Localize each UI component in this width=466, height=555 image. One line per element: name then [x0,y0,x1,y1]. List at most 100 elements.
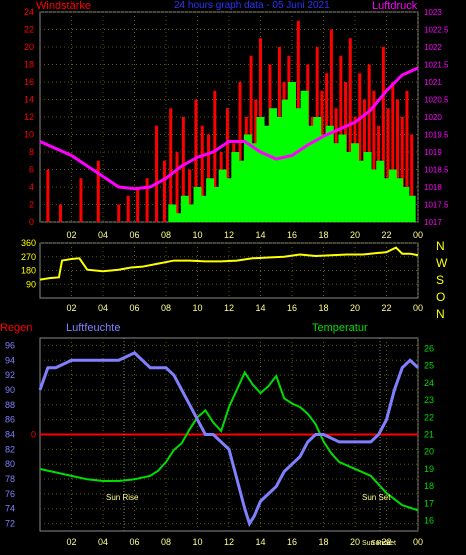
panel2-x-tick: 14 [255,303,265,313]
temperature-tick-label: 17 [424,498,434,508]
wind-average-bar [401,187,410,222]
panel2-x-tick: 08 [161,303,171,313]
direction-tick-label: 360 [21,238,36,248]
humidity-tick-label: 94 [5,355,15,365]
panel2-x-tick: 20 [350,303,360,313]
panel2-x-tick: 12 [224,303,234,313]
wind-tick-label: 4 [29,182,34,192]
wind-tick-label: 22 [24,25,34,35]
wind-gust-bar [169,108,173,222]
wind-average-bar [351,143,359,222]
panel1-x-tick: 00 [413,230,423,240]
wind-average-bar [369,169,378,222]
pressure-tick-label: 1022 [424,43,442,52]
humidity-temperature-panel: 72 74 76 78 80 82 84 86 88 90 92 94 96 16 17 18 19 20 21 2… [5,337,434,547]
pressure-tick-label: 1019.5 [424,131,449,140]
wind-tick-label: 2 [29,200,34,210]
wind-tick-label: 12 [24,112,34,122]
panel3-x-ticks: 02 04 06 08 10 12 14 16 18 20 22 00 [66,537,423,547]
wind-average-bar [319,134,328,222]
pressure-tick-label: 1021 [424,78,442,87]
panel1-x-tick: 06 [129,230,139,240]
wind-average-bar [376,160,385,222]
wind-gust-bar [386,108,390,222]
wind-tick-label: 24 [24,7,34,17]
temperature-tick-label: 22 [424,412,434,422]
wind-average-bar [275,117,284,222]
pressure-line [39,66,419,191]
wind-gust-bar [348,38,352,222]
panel3-left-ticks: 72 74 76 78 80 82 84 86 88 90 92 94 96 [5,340,15,528]
wind-average-bar [212,187,221,222]
panel1-x-tick: 20 [350,230,360,240]
temperature-tick-label: 26 [424,343,434,353]
wind-gust-bar [396,99,400,222]
panel1-x-tick: 12 [224,230,234,240]
panel2-x-tick: 04 [98,303,108,313]
wind-average-bar [231,152,240,222]
panel2-x-tick: 10 [192,303,202,313]
sunset-axis-label: Sun Set [371,540,396,547]
temperature-tick-label: 23 [424,395,434,405]
panel1-right-ticks: 1017 1017.5 1018 1018.5 1019 1019.5 1020 1020.5… [424,8,449,227]
wind-average-bar [269,108,278,222]
wind-average-bar [407,195,416,222]
wind-average-bar [288,82,296,222]
panel1-x-tick: 18 [318,230,328,240]
humidity-label: Luftfeuchte [66,322,120,334]
humidity-tick-label: 90 [5,385,15,395]
wind-average-bar [300,90,309,222]
wind-gust-bar [381,47,385,222]
panel1-x-tick: 04 [98,230,108,240]
panel2-x-tick: 18 [318,303,328,313]
pressure-tick-label: 1017 [424,218,442,227]
wind-gust-bar [46,169,50,222]
wind-average-bar [218,169,227,222]
wind-tick-label: 6 [29,165,34,175]
pressure-tick-label: 1019 [424,148,442,157]
wind-average-bar [206,178,215,222]
wind-tick-label: 14 [24,95,34,105]
panel2-x-tick: 00 [413,303,423,313]
panel2-x-tick: 16 [287,303,297,313]
wind-gust-bar [188,169,192,222]
compass-n-bottom: N [436,307,445,321]
pressure-tick-label: 1020 [424,113,442,122]
humidity-tick-label: 72 [5,519,15,529]
wind-tick-label: 10 [24,130,34,140]
sunset-label: Sun Set [362,493,391,502]
temperature-label: Temperatur [312,322,368,334]
wind-gust-bar [58,204,62,222]
wind-direction-panel: 90 180 270 360 02 04 06 08 10 12 14 16 18 20 22 00 [21,238,423,313]
humidity-tick-label: 96 [5,340,15,350]
wind-average-bar [357,160,366,222]
wind-average-bar [193,187,202,222]
compass-o: O [436,290,445,304]
pressure-tick-label: 1018 [424,183,442,192]
wind-tick-label: 8 [29,147,34,157]
panel3-x-tick: 02 [66,537,76,547]
panel3-x-tick: 00 [413,537,423,547]
wind-tick-label: 0 [29,217,34,227]
humidity-tick-label: 82 [5,444,15,454]
wind-average-bar [187,204,196,222]
pressure-tick-label: 1020.5 [424,96,449,105]
panel2-x-ticks: 02 04 06 08 10 12 14 16 18 20 22 00 [66,303,423,313]
wind-average-bar [174,213,183,222]
wind-average-bar [363,152,372,222]
humidity-tick-label: 78 [5,474,15,484]
temperature-tick-label: 20 [424,447,434,457]
humidity-tick-label: 84 [5,430,15,440]
wind-gust-bar [391,82,395,222]
compass-s: S [436,273,444,287]
panel1-x-tick: 08 [161,230,171,240]
wind-gust-bar [200,125,204,222]
panel3-x-tick: 18 [318,537,328,547]
temperature-tick-label: 21 [424,430,434,440]
wind-tick-label: 16 [24,77,34,87]
panel2-x-tick: 22 [381,303,391,313]
wind-gust-bar [145,178,149,222]
panel3-right-ticks: 16 17 18 19 20 21 22 23 24 25 26 [424,343,434,525]
